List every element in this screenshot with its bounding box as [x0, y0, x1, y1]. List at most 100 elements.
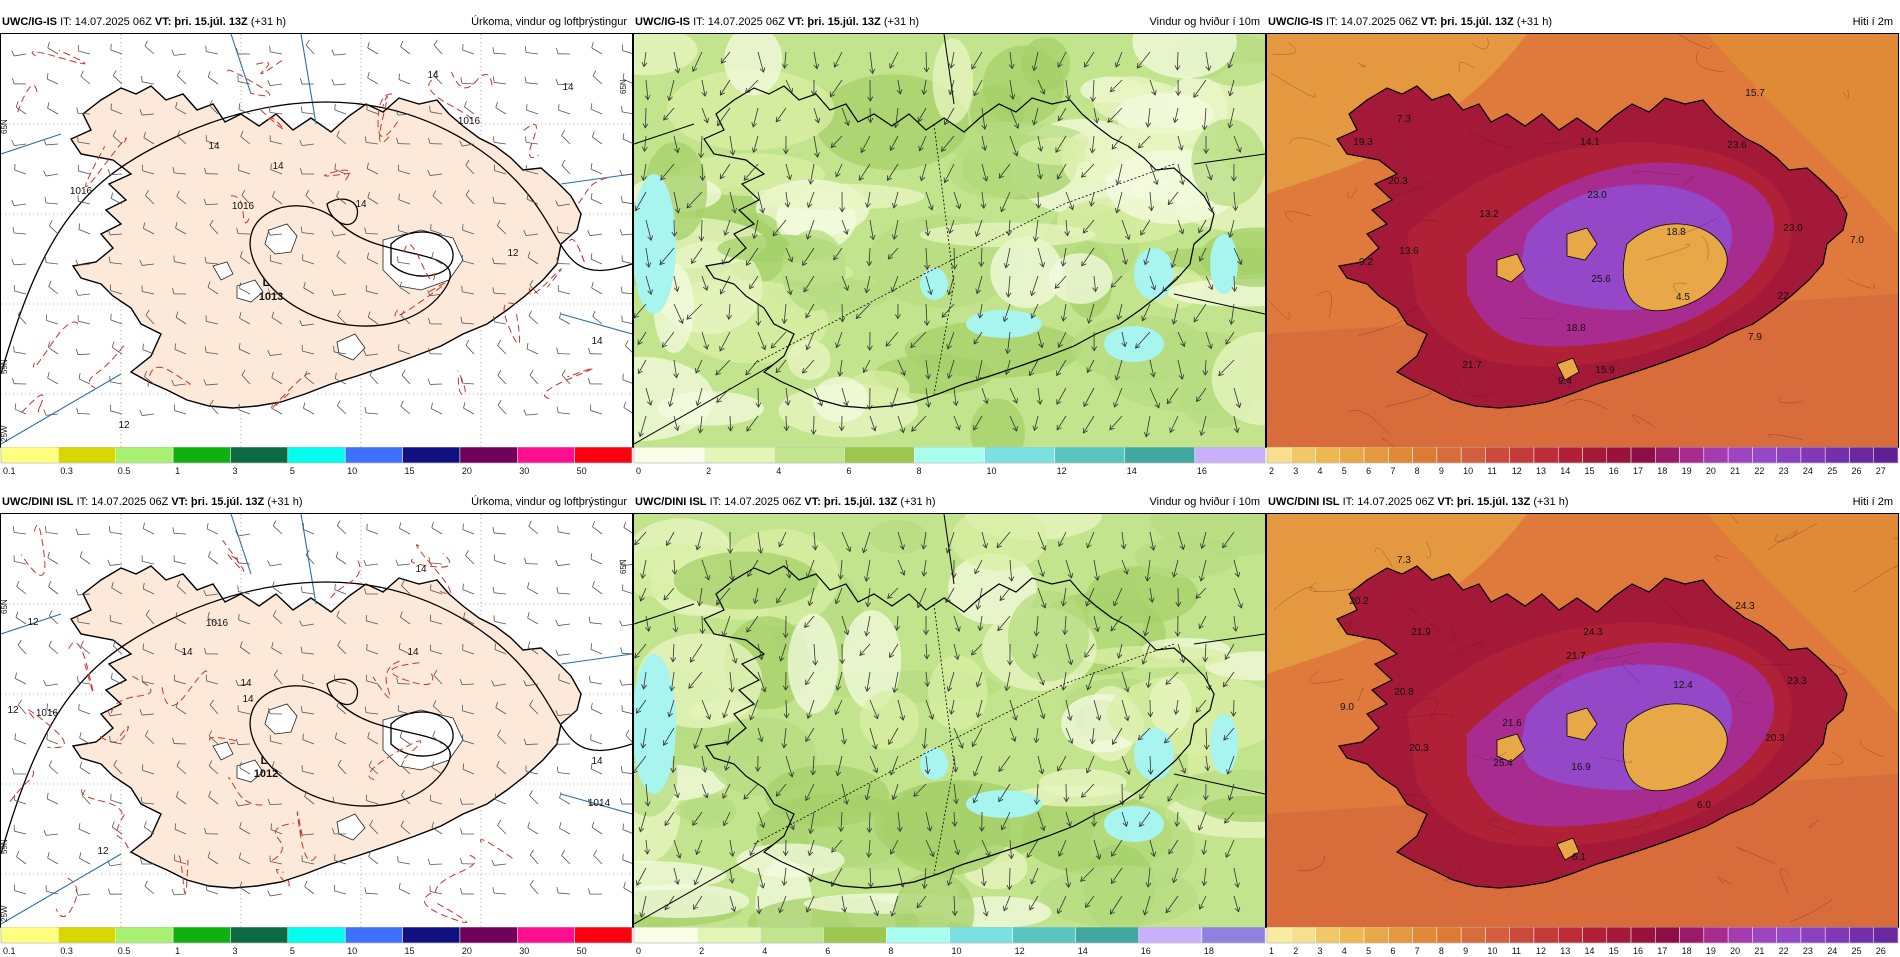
colorbar-swatch	[345, 927, 402, 943]
init-time: IT: 14.07.2025 06Z	[77, 496, 169, 508]
colorbar-swatch	[634, 447, 704, 463]
colorbar-swatch	[1202, 927, 1265, 943]
colorbar-tick: 15	[405, 466, 415, 476]
colorbar-swatch	[760, 927, 823, 943]
map-label: 14	[591, 336, 603, 347]
map-label: 9.2	[1359, 257, 1373, 268]
colorbar-swatch	[1607, 447, 1631, 463]
map-label: 7.9	[1748, 332, 1762, 343]
colorbar-swatch	[1728, 927, 1752, 943]
colorbar-swatch	[985, 447, 1055, 463]
colorbar-swatch	[1704, 447, 1728, 463]
map-label: 14	[242, 694, 254, 705]
valid-time: VT: þri. 15.júl. 13Z	[171, 496, 264, 508]
colorbar-swatch	[1874, 927, 1898, 943]
map-label: 24.3	[1735, 601, 1755, 612]
lead-time: (+31 h)	[1533, 496, 1568, 508]
wind-map[interactable]	[633, 513, 1266, 928]
panel-temp-igis: UWC/IG-IS IT: 14.07.2025 06Z VT: þri. 15…	[1266, 12, 1899, 477]
init-time: IT: 14.07.2025 06Z	[1343, 496, 1435, 508]
map-label: 13.2	[1479, 209, 1499, 220]
colorbar-swatch	[844, 447, 914, 463]
colorbar-tick: 5	[1342, 466, 1347, 476]
colorbar-swatch	[1195, 447, 1265, 463]
map-label: 14	[591, 756, 603, 767]
colorbar-swatch	[173, 447, 230, 463]
panel-title: Úrkoma, vindur og loftþrýstingur	[471, 12, 627, 32]
map-label: 14	[240, 678, 252, 689]
model-source: UWC/IG-IS	[635, 16, 690, 28]
map-label: 1014	[588, 798, 611, 809]
map-label: 25.6	[1591, 274, 1611, 285]
colorbar-swatch	[230, 927, 287, 943]
lat-label: 65N	[1, 119, 9, 134]
colorbar-swatch	[1777, 927, 1801, 943]
lead-time: (+31 h)	[251, 16, 286, 28]
model-source: UWC/IG-IS	[2, 16, 57, 28]
colorbar-swatch	[517, 447, 574, 463]
panel-header: UWC/DINI ISL IT: 14.07.2025 06Z VT: þri.…	[0, 492, 631, 512]
colorbar-swatch	[1631, 447, 1655, 463]
colorbar-swatch	[1413, 447, 1437, 463]
colorbar-swatch	[886, 927, 949, 943]
panel-header: UWC/IG-IS IT: 14.07.2025 06Z VT: þri. 15…	[1266, 12, 1897, 32]
colorbar-tick: 7	[1415, 946, 1420, 956]
map-label: 14	[427, 70, 439, 81]
wind-map[interactable]	[633, 33, 1266, 448]
panel-header: UWC/DINI ISL IT: 14.07.2025 06Z VT: þri.…	[1266, 492, 1897, 512]
colorbar-swatch	[1849, 447, 1873, 463]
colorbar-tick: 10	[347, 946, 357, 956]
colorbar-swatch	[1607, 927, 1631, 943]
colorbar-tick: 13	[1560, 946, 1570, 956]
valid-time: VT: þri. 15.júl. 13Z	[1421, 16, 1514, 28]
colorbar-tick: 22	[1779, 946, 1789, 956]
colorbar-tick: 7	[1390, 466, 1395, 476]
colorbar-tick: 8	[888, 946, 893, 956]
model-source: UWC/IG-IS	[1268, 16, 1323, 28]
map-label: 15.7	[1745, 88, 1765, 99]
colorbar-tick: 26	[1876, 946, 1886, 956]
colorbar-swatch	[1510, 927, 1534, 943]
colorbar-swatch	[1655, 927, 1679, 943]
colorbar-tick: 0.1	[3, 946, 16, 956]
map-label: 14.1	[1580, 137, 1600, 148]
colorbar-tick: 9	[1463, 946, 1468, 956]
colorbar-tick: 0	[636, 466, 641, 476]
colorbar-swatch	[1340, 927, 1364, 943]
colorbar-tick: 14	[1078, 946, 1088, 956]
map-label: 12.4	[1673, 680, 1693, 691]
colorbar-swatch	[1849, 927, 1873, 943]
colorbar-tick: 5	[290, 466, 295, 476]
colorbar-swatch	[403, 927, 460, 943]
colorbar-swatch	[1583, 447, 1607, 463]
panel-wind-igis: UWC/IG-IS IT: 14.07.2025 06Z VT: þri. 15…	[633, 12, 1266, 477]
lat-label: 59N	[1, 839, 9, 854]
colorbar-tick: 50	[577, 946, 587, 956]
map-label: 7.3	[1397, 555, 1411, 566]
colorbar-tick: 11	[1487, 466, 1496, 476]
colorbar-tick: 10	[1463, 466, 1473, 476]
colorbar-tick: 22	[1754, 466, 1764, 476]
map-label: 25.4	[1493, 758, 1513, 769]
model-source: UWC/DINI ISL	[1268, 496, 1340, 508]
colorbar-tick: 16	[1609, 466, 1619, 476]
colorbar-tick: 4	[776, 466, 781, 476]
colorbar-tick: 2	[699, 946, 704, 956]
colorbar-swatch	[1388, 927, 1412, 943]
colorbar-tick: 0.5	[118, 466, 131, 476]
map-label: 14	[415, 564, 427, 575]
map-label: 23.3	[1787, 676, 1807, 687]
panel-title: Vindur og hviður í 10m	[1150, 492, 1260, 512]
map-label: 20.3	[1765, 733, 1785, 744]
colorbar-swatch	[1655, 447, 1679, 463]
